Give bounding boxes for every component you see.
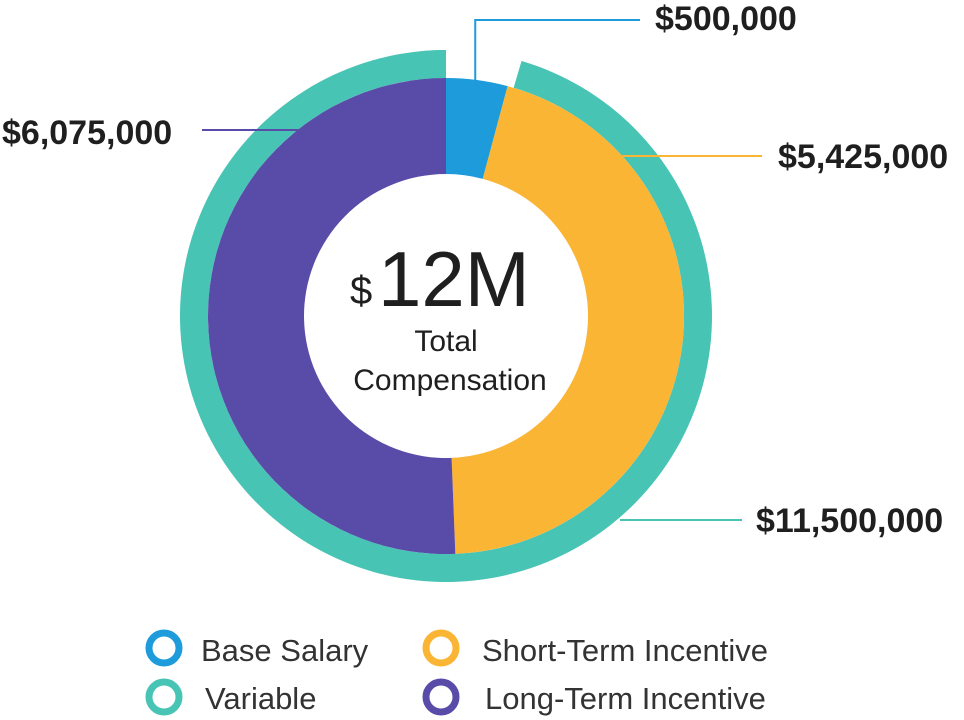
center-caption-line2: Compensation xyxy=(353,364,546,397)
legend-marker-long-term-incentive xyxy=(422,678,460,716)
center-currency: $ xyxy=(350,269,372,313)
leader-lines xyxy=(202,19,762,521)
label-short-term-incentive: $5,425,000 xyxy=(778,138,948,176)
legend: Base Salary Short-Term Incentive Variabl… xyxy=(145,629,768,716)
leader-base-salary xyxy=(474,19,640,94)
legend-label-long-term-incentive: Long-Term Incentive xyxy=(485,681,766,716)
legend-label-variable: Variable xyxy=(205,681,316,716)
inner-ring xyxy=(208,78,685,554)
inner-slice-long-term-incentive xyxy=(208,78,456,554)
legend-label-short-term-incentive: Short-Term Incentive xyxy=(482,633,768,668)
label-base-salary: $500,000 xyxy=(655,0,797,38)
legend-marker-short-term-incentive xyxy=(422,629,460,667)
inner-slice-short-term-incentive xyxy=(451,86,685,554)
label-long-term-incentive: $6,075,000 xyxy=(2,114,172,152)
outer-slice-variable-cap xyxy=(422,50,446,79)
label-variable: $11,500,000 xyxy=(756,502,943,540)
outer-ring xyxy=(179,50,712,583)
legend-label-base-salary: Base Salary xyxy=(201,633,369,668)
legend-marker-variable xyxy=(145,678,183,716)
inner-slice-base-salary xyxy=(446,78,508,179)
center-total-value: 12M xyxy=(378,235,530,323)
center-caption-line1: Total xyxy=(414,325,477,358)
legend-marker-base-salary xyxy=(145,629,183,667)
